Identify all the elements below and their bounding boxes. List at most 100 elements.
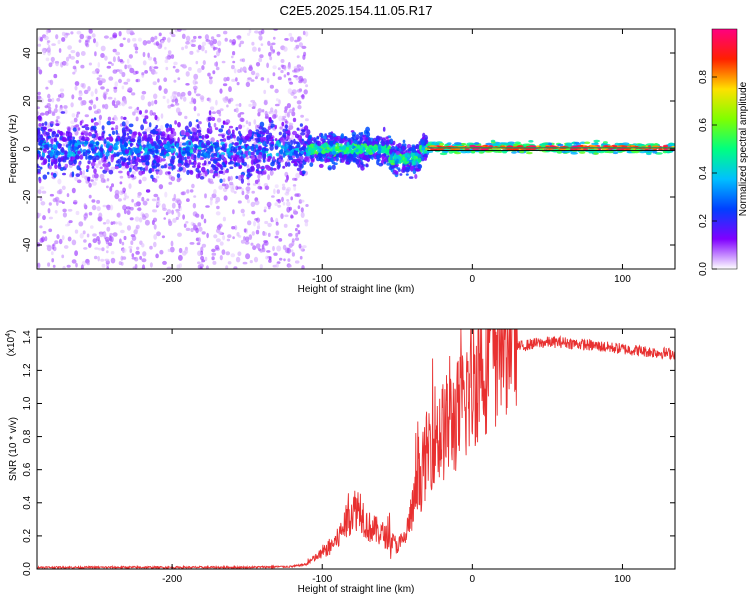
spectrogram-cell (128, 167, 132, 173)
spectrogram-cell (168, 181, 173, 185)
spectrogram-cell (148, 168, 152, 174)
spectrogram-cell (274, 145, 279, 150)
spectrogram-cell (196, 123, 200, 129)
spectrogram-cell (99, 77, 104, 81)
spectrogram-cell (614, 142, 620, 146)
spectrogram-cell (378, 162, 383, 167)
spectrogram-cell (305, 204, 309, 207)
spectrogram-cell (259, 121, 265, 128)
spectrogram-cell (98, 119, 102, 126)
spectrogram-cell (380, 150, 385, 154)
spectrogram-cell (217, 133, 223, 137)
spectrogram-cell (196, 129, 202, 133)
spectrogram-cell (78, 39, 82, 43)
spectrogram-cell (115, 130, 118, 135)
spectrogram-cell (290, 139, 294, 146)
spectrogram-cell (273, 36, 276, 40)
spectrogram-cell (278, 131, 282, 136)
spectrogram-cell (83, 213, 88, 219)
spectrogram-cell (199, 156, 203, 161)
spectrogram-cell (296, 158, 301, 162)
spectrogram-cell (48, 202, 52, 206)
spectrogram-cell (197, 250, 202, 257)
spectrogram-cell (439, 142, 445, 146)
spectrogram-cell (62, 265, 66, 269)
spectrogram-cell (288, 264, 292, 268)
spectrogram-cell (193, 35, 197, 40)
spectrogram-cell (45, 131, 50, 136)
spectrogram-cell (397, 168, 401, 172)
spectrogram-y-axis-label: Frequency (Hz) (8, 115, 19, 184)
spectrogram-cell (178, 254, 183, 261)
spectrogram-cell (56, 234, 60, 240)
spectrogram-cell (247, 77, 252, 80)
spectrogram-cell (80, 83, 84, 88)
spectrogram-cell (249, 64, 253, 69)
spectrogram-cell (44, 236, 48, 242)
spectrogram-cell (181, 33, 186, 39)
spectrogram-cell (266, 138, 270, 145)
spectrogram-cell (423, 156, 428, 161)
spectrogram-cell (95, 141, 100, 146)
spectrogram-cell (138, 159, 142, 163)
spectrogram-cell (92, 238, 98, 244)
spectrogram-cell (240, 239, 245, 244)
spectrogram-cell (126, 170, 130, 176)
spectrogram-cell (156, 175, 160, 179)
spectrogram-cell (201, 41, 207, 46)
spectrogram-cell (204, 256, 208, 261)
spectrogram-cell (262, 249, 266, 252)
spectrogram-cell (67, 208, 73, 212)
spectrogram-cell (198, 121, 202, 125)
spectrogram-cell (240, 208, 245, 214)
spectrogram-cell (212, 38, 218, 45)
spectrogram-cell (409, 161, 413, 166)
spectrogram-cell (184, 45, 188, 49)
spectrogram-cell (124, 149, 130, 154)
spectrogram-cell (254, 179, 259, 184)
spectrogram-cell (80, 264, 84, 269)
spectrogram-cell (164, 59, 169, 64)
spectrogram-cell (216, 117, 222, 123)
spectrogram-cell (126, 64, 130, 69)
spectrogram-cell (198, 226, 203, 232)
spectrogram-cell (295, 227, 298, 232)
spectrogram-cell (87, 160, 91, 165)
spectrogram-cell (266, 201, 272, 208)
spectrogram-cell (261, 29, 265, 35)
spectrogram-cell (244, 194, 250, 200)
spectrogram-cell (286, 111, 291, 118)
spectrogram-cell (286, 72, 290, 76)
spectrogram-cell (287, 258, 291, 262)
spectrogram-cell (101, 125, 105, 131)
spectrogram-cell (100, 258, 105, 262)
spectrogram-cell (221, 124, 224, 129)
spectrogram-cell (284, 161, 288, 167)
spectrogram-cell (298, 163, 303, 168)
spectrogram-cell (37, 153, 40, 160)
spectrogram-cell (240, 177, 244, 184)
spectrogram-cell (540, 144, 546, 148)
spectrogram-cell (235, 256, 241, 263)
spectrogram-cell (156, 158, 161, 164)
spectrogram-cell (235, 185, 239, 191)
spectrogram-cell (119, 69, 123, 75)
spectrogram-cell (222, 235, 226, 241)
spectrogram-cell (108, 147, 113, 152)
spectrogram-cell (275, 221, 279, 226)
spectrogram-cell (176, 173, 181, 179)
spectrogram-cell (593, 139, 601, 143)
spectrogram-cell (126, 206, 131, 210)
spectrogram-cell (199, 95, 205, 100)
spectrogram-cell (155, 253, 159, 259)
spectrogram-cell (97, 216, 102, 222)
spectrogram-cell (211, 111, 217, 114)
spectrogram-cell (301, 170, 306, 174)
spectrogram-cell (46, 103, 51, 108)
spectrogram-cell (126, 225, 132, 231)
spectrogram-cell (238, 130, 241, 135)
spectrogram-cell (267, 174, 271, 181)
snr-y-multiplier: (x104) (5, 330, 17, 357)
spectrogram-cell (210, 141, 213, 144)
spectrogram-cell (192, 160, 197, 166)
